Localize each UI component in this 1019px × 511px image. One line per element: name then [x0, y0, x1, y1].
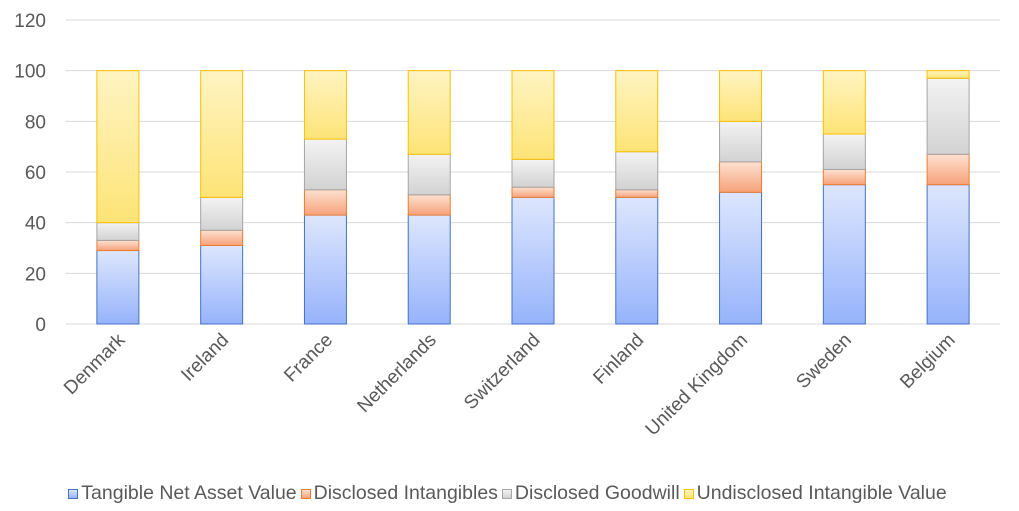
bar-stack	[719, 70, 763, 325]
y-tick-label: 80	[25, 112, 46, 133]
bar-stack	[96, 70, 140, 325]
bar-segment	[200, 244, 244, 325]
bar-segment	[96, 222, 140, 241]
x-tick-label: Sweden	[792, 330, 855, 393]
bar-segment	[719, 161, 763, 193]
legend-label: Undisclosed Intangible Value	[696, 482, 947, 504]
stacked-bar-chart: 0 20 40 60 80 100 120 Denmark Ireland France Neth…	[14, 11, 1000, 440]
legend-swatch	[501, 488, 512, 499]
y-tick-label: 100	[14, 62, 46, 83]
bar-segment	[719, 120, 763, 163]
legend-item: Undisclosed Intangible Value	[683, 482, 947, 505]
x-tick-label: United Kingdom	[642, 330, 752, 440]
x-tick-label: Ireland	[177, 330, 233, 386]
legend-item: Disclosed Goodwill	[501, 482, 680, 505]
x-tick-label: Netherlands	[353, 330, 440, 417]
x-tick-label: France	[280, 330, 337, 387]
legend-label: Disclosed Intangibles	[313, 482, 498, 504]
x-axis-tick-labels: Denmark Ireland France Netherlands Switzerla…	[60, 329, 960, 440]
x-tick-label: Belgium	[896, 330, 959, 393]
legend-swatch	[300, 488, 311, 499]
legend-swatch	[68, 488, 79, 499]
legend-label: Disclosed Goodwill	[514, 482, 680, 504]
bar-segment	[303, 70, 347, 140]
bar-segment	[926, 153, 970, 186]
bar-segment	[926, 184, 970, 325]
bar-stack	[303, 70, 347, 325]
y-tick-label: 120	[14, 11, 46, 32]
y-tick-label: 0	[35, 315, 46, 336]
bar-stack	[822, 70, 866, 325]
bars	[96, 70, 970, 325]
bar-segment	[926, 77, 970, 155]
bar-segment	[511, 70, 555, 160]
legend-swatch	[683, 488, 694, 499]
bar-segment	[615, 189, 659, 198]
bar-segment	[407, 214, 451, 325]
bar-segment	[303, 214, 347, 325]
bar-segment	[511, 186, 555, 198]
bar-segment	[615, 70, 659, 153]
bar-segment	[926, 70, 970, 79]
y-tick-label: 40	[25, 214, 46, 235]
x-tick-label: Finland	[589, 330, 648, 389]
bar-segment	[407, 153, 451, 196]
bar-segment	[407, 70, 451, 155]
legend-item: Disclosed Intangibles	[300, 482, 498, 505]
bar-segment	[822, 70, 866, 135]
x-tick-label: Switzerland	[460, 330, 544, 414]
bar-segment	[615, 151, 659, 191]
bar-segment	[200, 229, 244, 246]
bar-segment	[96, 250, 140, 325]
bar-segment	[719, 70, 763, 122]
bar-segment	[200, 70, 244, 198]
legend-item: Tangible Net Asset Value	[68, 482, 297, 505]
bar-segment	[407, 194, 451, 216]
x-tick-label: Denmark	[60, 329, 130, 399]
bar-segment	[96, 239, 140, 252]
bar-segment	[615, 196, 659, 325]
y-tick-label: 60	[25, 163, 46, 184]
bar-segment	[822, 133, 866, 170]
bar-segment	[511, 196, 555, 325]
bar-segment	[96, 70, 140, 224]
bar-segment	[200, 196, 244, 231]
legend: Tangible Net Asset Value Disclosed Intang…	[0, 482, 1019, 505]
bar-segment	[303, 138, 347, 191]
bar-stack	[200, 70, 244, 325]
y-axis-tick-labels: 0 20 40 60 80 100 120	[14, 11, 46, 336]
bar-stack	[511, 70, 555, 325]
bar-segment	[719, 191, 763, 325]
legend-label: Tangible Net Asset Value	[81, 482, 297, 504]
bar-stack	[926, 70, 970, 325]
bar-stack	[407, 70, 451, 325]
bar-segment	[511, 158, 555, 188]
bar-segment	[303, 189, 347, 216]
bar-segment	[822, 184, 866, 325]
bar-segment	[822, 168, 866, 186]
y-tick-label: 20	[25, 264, 46, 285]
bar-stack	[615, 70, 659, 325]
